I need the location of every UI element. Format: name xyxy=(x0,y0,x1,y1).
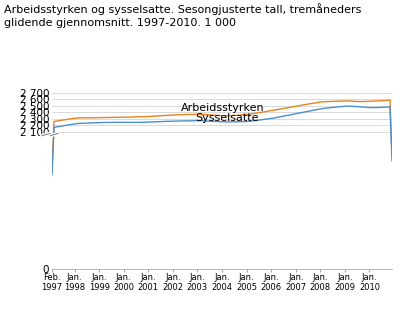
Text: Sysselsatte: Sysselsatte xyxy=(195,113,259,123)
Text: Arbeidsstyrken: Arbeidsstyrken xyxy=(181,103,265,113)
Text: Arbeidsstyrken og sysselsatte. Sesongjusterte tall, tremåneders
glidende gjennom: Arbeidsstyrken og sysselsatte. Sesongjus… xyxy=(4,3,361,28)
